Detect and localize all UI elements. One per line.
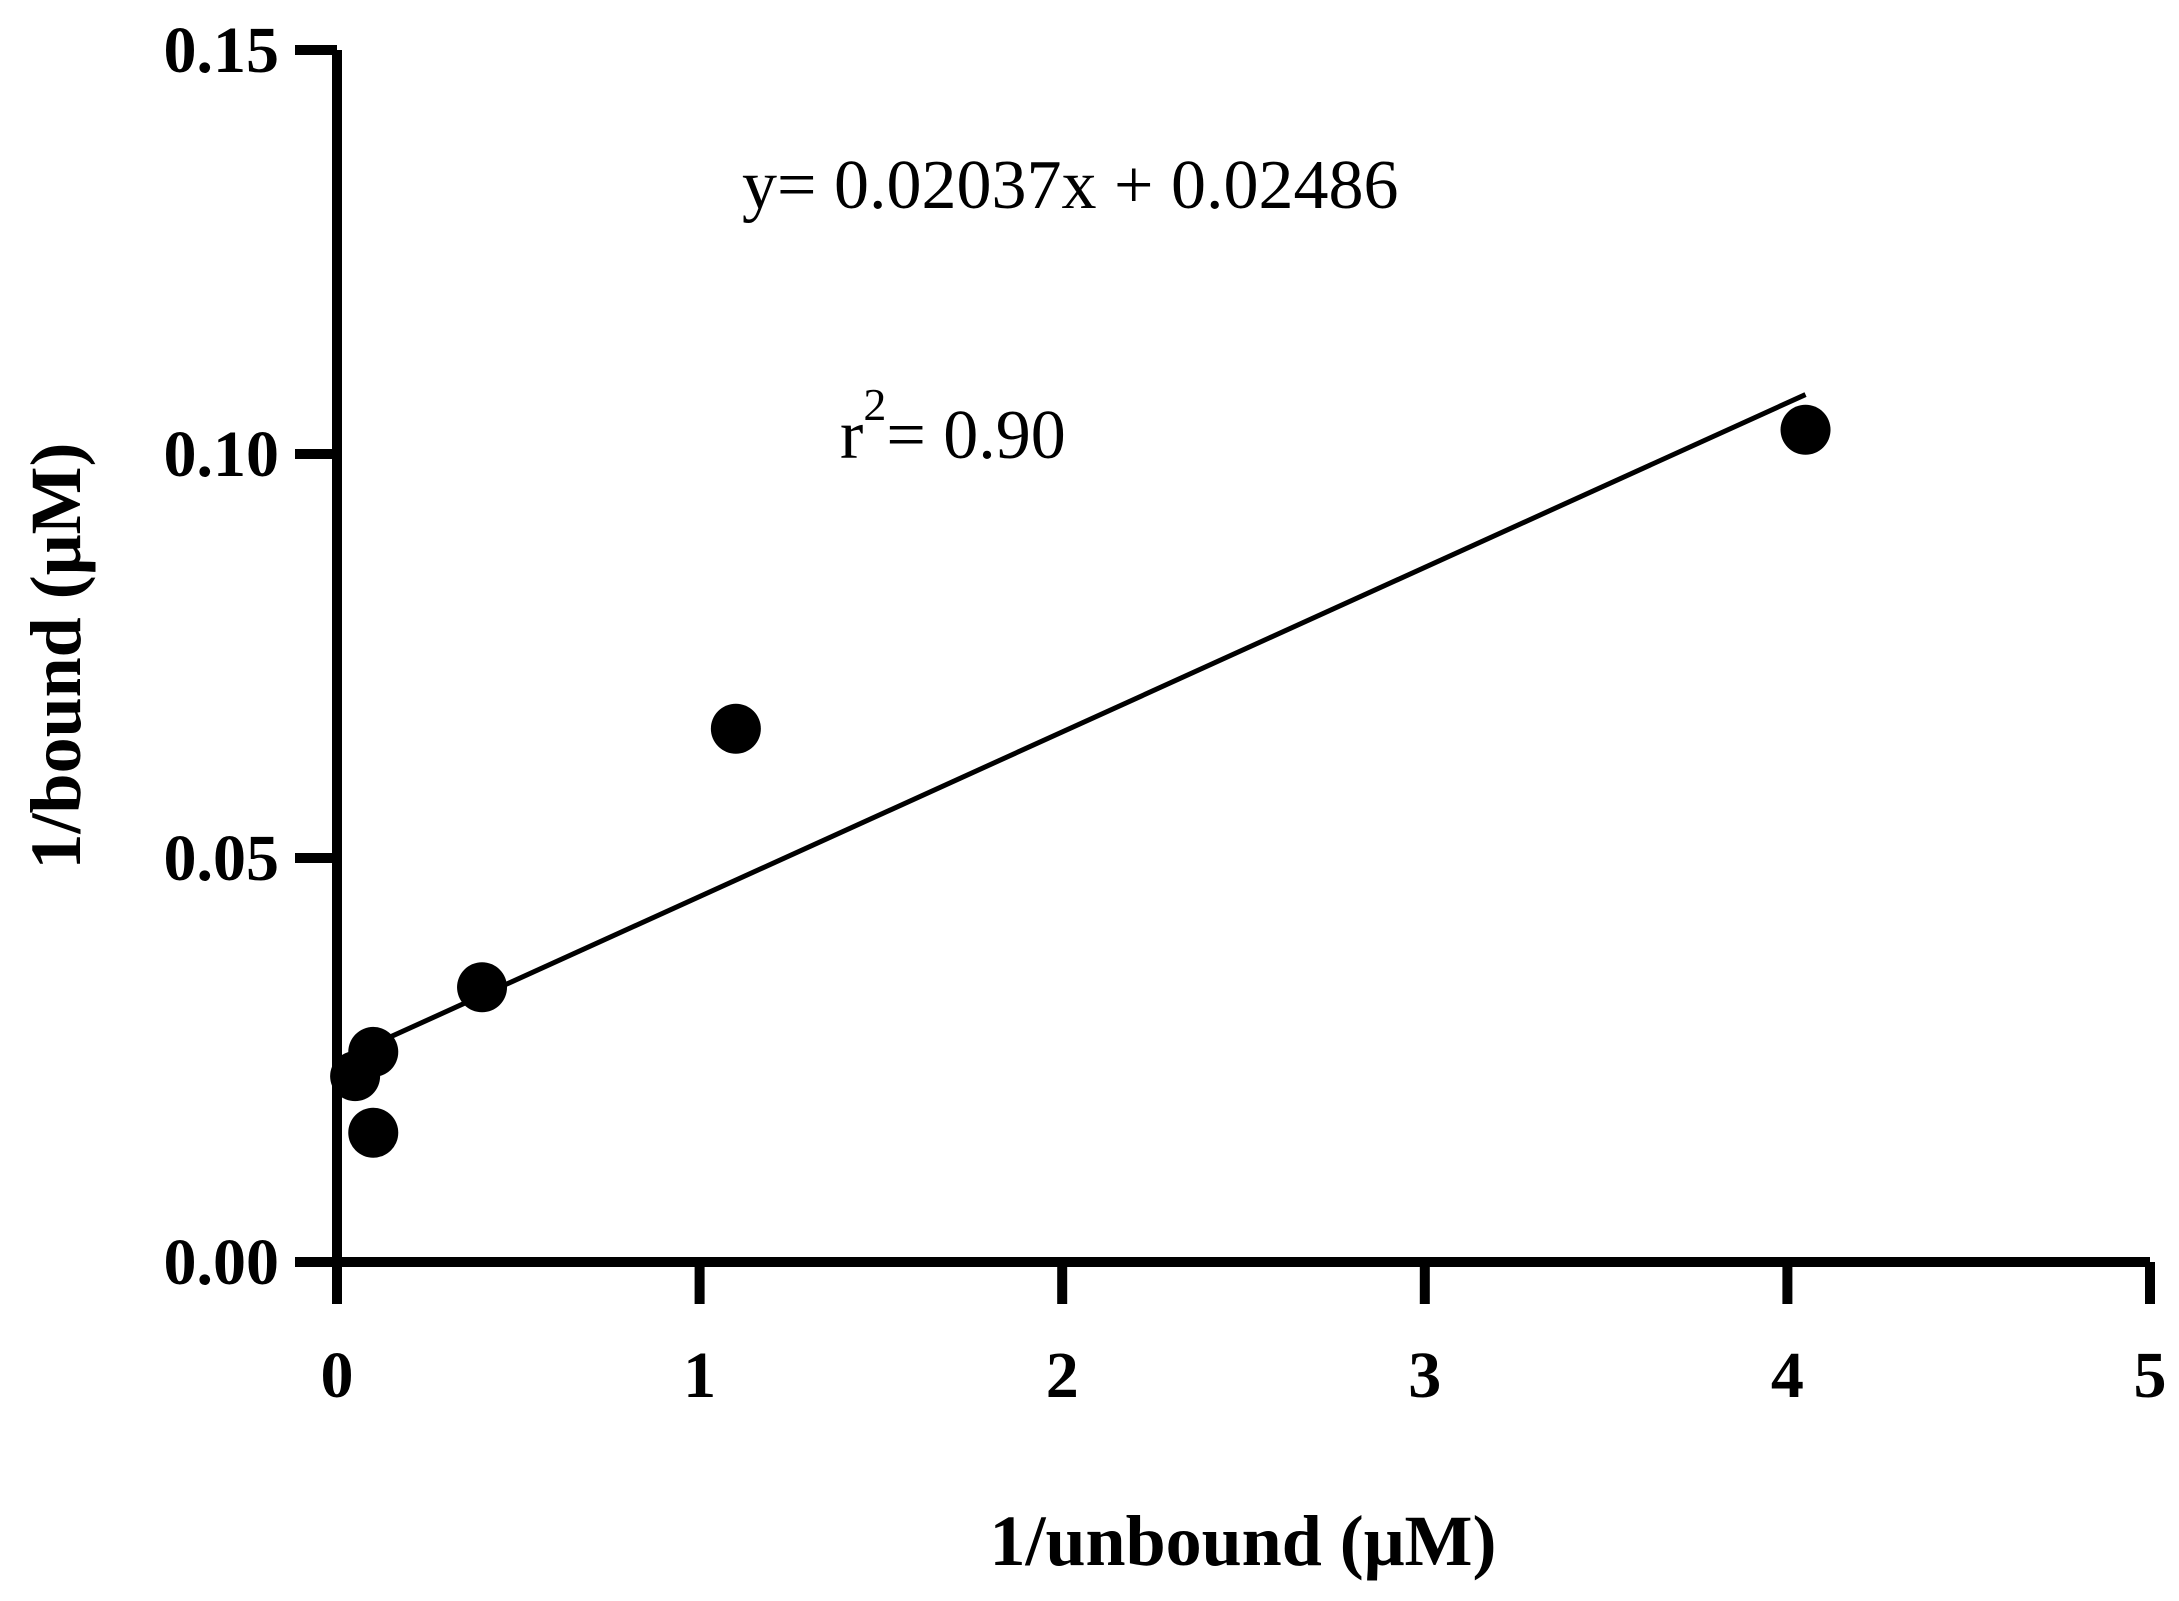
x-axis-title: 1/unbound (μM) (990, 1501, 1497, 1581)
x-tick-label: 0 (321, 1339, 354, 1412)
x-tick-label: 5 (2134, 1339, 2167, 1412)
y-tick-label: 0.10 (164, 418, 280, 491)
axes (332, 50, 2150, 1267)
r-squared-prefix: r (840, 397, 863, 474)
data-point (348, 1107, 399, 1158)
r-squared-exponent: 2 (863, 379, 886, 430)
x-tick-label: 4 (1771, 1339, 1804, 1412)
y-tick-label: 0.00 (164, 1226, 280, 1299)
data-point (348, 1026, 399, 1077)
equation-annotation: y= 0.02037x + 0.02486 (742, 147, 1398, 224)
y-tick-label: 0.05 (164, 822, 280, 895)
y-tick-label: 0.15 (164, 14, 280, 87)
x-tick-label: 3 (1408, 1339, 1441, 1412)
x-tick-label: 1 (683, 1339, 716, 1412)
data-point (1780, 404, 1831, 455)
r-squared-annotation: r2= 0.90 (840, 379, 1066, 474)
y-ticks: 0.00 0.05 0.10 0.15 (164, 14, 337, 1299)
x-ticks: 0 1 2 3 4 5 (321, 1262, 2167, 1412)
fit-line-layer (354, 392, 1807, 1056)
data-points (330, 404, 1831, 1158)
fit-line (354, 392, 1807, 1056)
r-squared-value: = 0.90 (886, 397, 1065, 474)
x-tick-label: 2 (1046, 1339, 1079, 1412)
data-point (457, 962, 508, 1013)
data-point (710, 703, 761, 754)
y-axis-title: 1/bound (μM) (16, 443, 96, 870)
